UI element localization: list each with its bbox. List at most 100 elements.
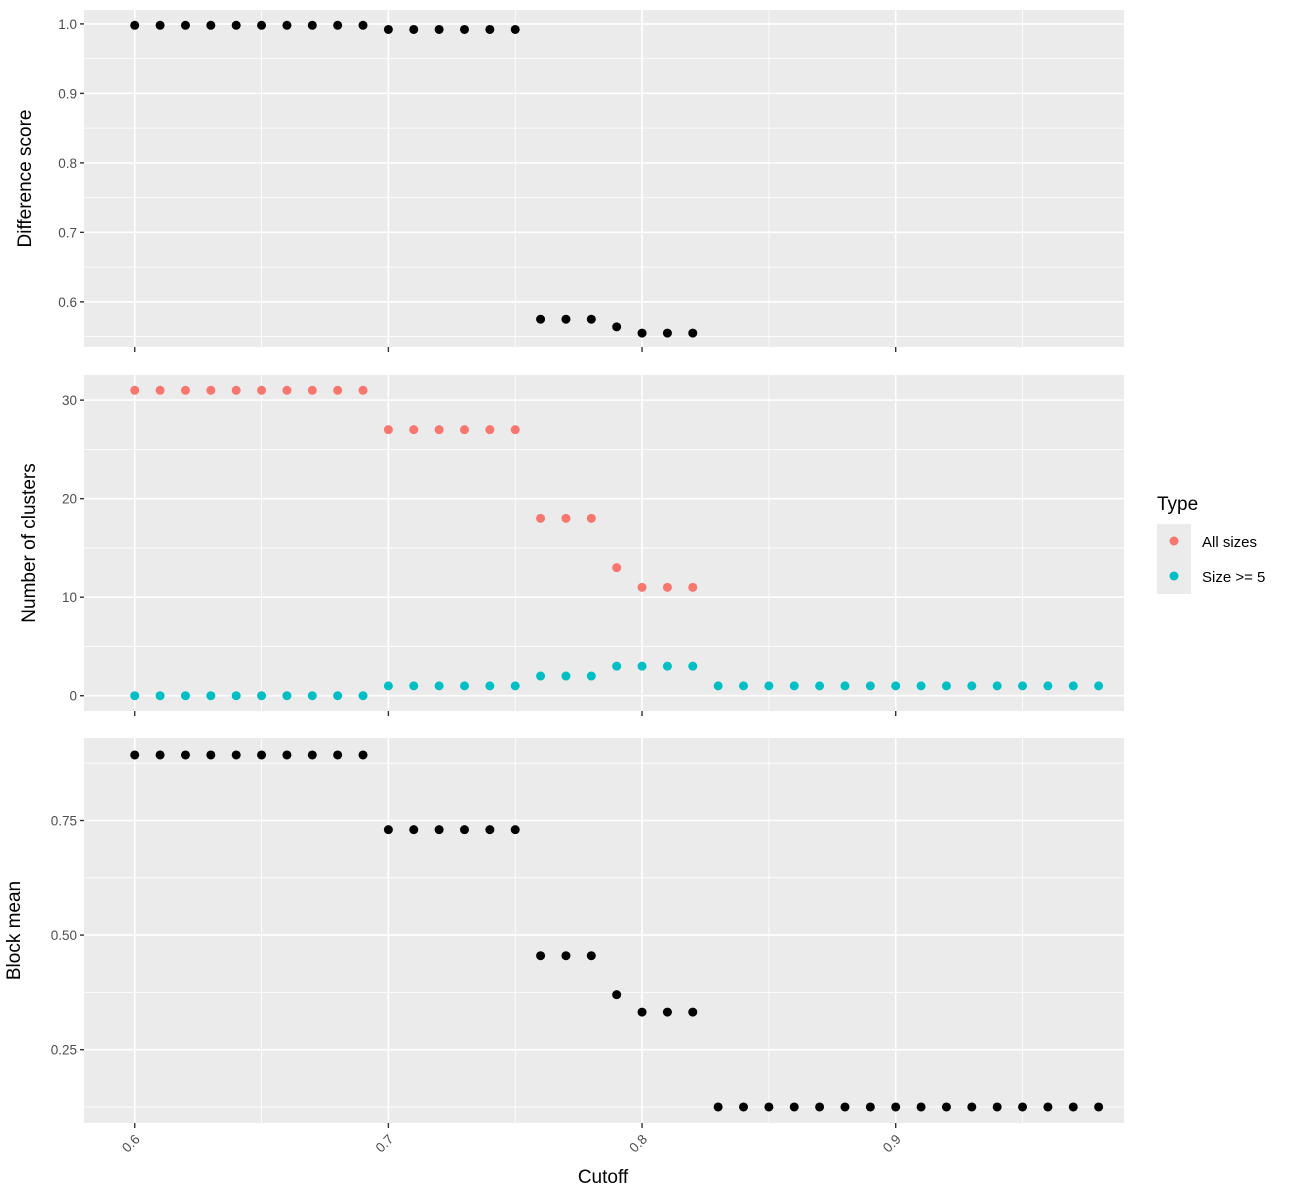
point-difference-score — [510, 24, 520, 34]
y-tick-label: 20 — [62, 492, 77, 507]
point-block-mean — [916, 1102, 926, 1112]
panel-background — [84, 10, 1124, 347]
point-size-5 — [941, 681, 951, 691]
legend-key-background — [1157, 524, 1191, 594]
point-size-5 — [1094, 681, 1104, 691]
x-tick-label: 0.9 — [880, 1132, 904, 1156]
point-size-5 — [130, 691, 140, 701]
point-size-5 — [1068, 681, 1078, 691]
point-size-5 — [586, 671, 596, 681]
x-axis-title: Cutoff — [578, 1167, 629, 1188]
point-size-5 — [764, 681, 774, 691]
point-block-mean — [257, 750, 267, 760]
point-difference-score — [637, 328, 647, 338]
point-all-sizes — [459, 425, 469, 435]
point-block-mean — [891, 1102, 901, 1112]
y-tick-label: 0.50 — [51, 928, 77, 943]
point-difference-score — [130, 20, 140, 30]
point-block-mean — [1043, 1102, 1053, 1112]
point-all-sizes — [561, 513, 571, 523]
point-all-sizes — [307, 385, 317, 395]
point-difference-score — [231, 20, 241, 30]
point-difference-score — [180, 20, 190, 30]
y-tick-label: 30 — [62, 393, 77, 408]
point-block-mean — [688, 1007, 698, 1017]
point-size-5 — [282, 691, 292, 701]
point-size-5 — [307, 691, 317, 701]
point-block-mean — [789, 1102, 799, 1112]
point-block-mean — [130, 750, 140, 760]
point-block-mean — [586, 951, 596, 961]
point-size-5 — [561, 671, 571, 681]
y-axis-title-number-of-clusters: Number of clusters — [19, 463, 40, 622]
point-difference-score — [282, 20, 292, 30]
point-size-5 — [434, 681, 444, 691]
point-all-sizes — [180, 385, 190, 395]
point-block-mean — [1094, 1102, 1104, 1112]
point-block-mean — [231, 750, 241, 760]
point-size-5 — [510, 681, 520, 691]
point-all-sizes — [434, 425, 444, 435]
point-size-5 — [789, 681, 799, 691]
point-difference-score — [688, 328, 698, 338]
point-block-mean — [662, 1007, 672, 1017]
panels-layer: 0.6 0.7 0.8 0.9 1.0 Difference score 0 10 20 30 Nu… — [4, 10, 1124, 1128]
point-difference-score — [307, 20, 317, 30]
point-difference-score — [409, 24, 419, 34]
y-tick-label: 0.25 — [51, 1043, 77, 1058]
point-block-mean — [1068, 1102, 1078, 1112]
point-size-5 — [612, 661, 622, 671]
series-block-mean — [130, 750, 1104, 1112]
x-tick-label: 0.7 — [373, 1132, 397, 1156]
point-block-mean — [815, 1102, 825, 1112]
point-block-mean — [941, 1102, 951, 1112]
point-all-sizes — [586, 513, 596, 523]
point-block-mean — [739, 1102, 749, 1112]
point-all-sizes — [358, 385, 368, 395]
point-difference-score — [662, 328, 672, 338]
y-axis-title-block-mean: Block mean — [4, 881, 25, 980]
point-size-5 — [992, 681, 1002, 691]
y-tick-label: 0.6 — [58, 295, 77, 310]
point-size-5 — [155, 691, 165, 701]
point-difference-score — [561, 314, 571, 324]
point-block-mean — [840, 1102, 850, 1112]
point-block-mean — [155, 750, 165, 760]
point-difference-score — [586, 314, 596, 324]
legend-key-all-sizes — [1169, 536, 1179, 546]
point-block-mean — [180, 750, 190, 760]
point-size-5 — [536, 671, 546, 681]
point-difference-score — [459, 24, 469, 34]
panel-difference-score: 0.6 0.7 0.8 0.9 1.0 Difference score — [15, 10, 1124, 352]
y-tick-label: 0.8 — [58, 156, 77, 171]
point-size-5 — [637, 661, 647, 671]
y-tick-label: 0.7 — [58, 225, 77, 240]
point-block-mean — [485, 825, 495, 835]
point-size-5 — [840, 681, 850, 691]
point-size-5 — [333, 691, 343, 701]
point-all-sizes — [485, 425, 495, 435]
panel-background — [84, 738, 1124, 1123]
point-block-mean — [764, 1102, 774, 1112]
series-all-sizes — [130, 385, 698, 592]
point-all-sizes — [612, 563, 622, 573]
point-all-sizes — [257, 385, 267, 395]
point-difference-score — [434, 24, 444, 34]
point-block-mean — [282, 750, 292, 760]
legend-key-size-5 — [1169, 571, 1179, 581]
point-size-5 — [713, 681, 723, 691]
point-all-sizes — [662, 582, 672, 592]
point-all-sizes — [282, 385, 292, 395]
y-axis-title-difference-score: Difference score — [15, 110, 36, 248]
point-difference-score — [257, 20, 267, 30]
point-size-5 — [916, 681, 926, 691]
point-all-sizes — [333, 385, 343, 395]
point-block-mean — [1018, 1102, 1028, 1112]
point-block-mean — [434, 825, 444, 835]
series-difference-score — [130, 20, 698, 338]
point-all-sizes — [206, 385, 216, 395]
legend: Type All sizes Size >= 5 — [1157, 494, 1265, 594]
point-all-sizes — [130, 385, 140, 395]
point-block-mean — [459, 825, 469, 835]
series-size-5 — [130, 661, 1104, 701]
